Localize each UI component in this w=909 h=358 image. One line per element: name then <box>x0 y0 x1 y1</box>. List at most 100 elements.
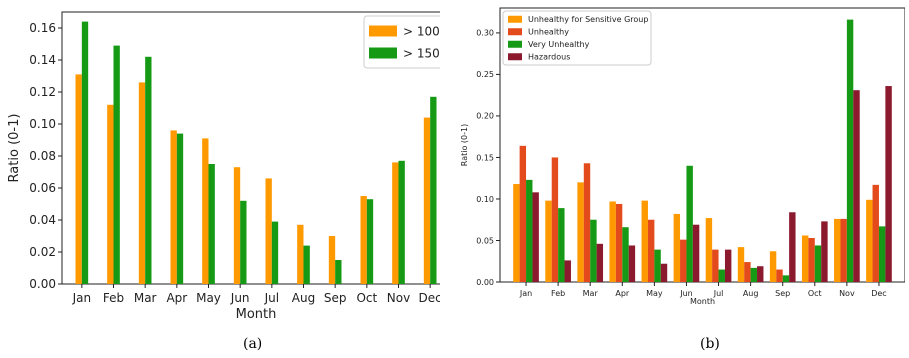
x-tick-label: Nov <box>839 289 855 298</box>
legend-swatch <box>508 53 522 61</box>
bar-aug-series-1 <box>744 262 751 282</box>
x-tick-label: Jan <box>519 289 532 298</box>
y-tick-label: 0.00 <box>29 277 56 291</box>
bar-apr-series-0 <box>609 201 616 282</box>
plot-frame <box>499 7 905 283</box>
y-axis-label: Ratio (0-1) <box>7 114 22 183</box>
bar-apr-series-3 <box>628 245 636 282</box>
chart-a: 0.00 0.02 0.04 0.06 0.08 0.10 0.12 0.14 0.16 Jan F… <box>7 11 440 322</box>
x-tick-label: Aug <box>743 289 759 298</box>
panel-label-b: (b) <box>700 336 720 352</box>
y-tick-label: 0.02 <box>29 245 56 259</box>
legend-label: > 100 <box>403 24 440 38</box>
y-tick-label: 0.05 <box>476 236 494 245</box>
legend-box <box>502 10 652 66</box>
bar-sep-series-1 <box>335 260 342 284</box>
bar-dec-series-0 <box>423 117 431 284</box>
x-tick-label: Jul <box>264 291 279 305</box>
x-tick-label: Apr <box>615 289 630 298</box>
bar-sep-series-2 <box>782 275 790 282</box>
bar-may-series-3 <box>660 263 668 282</box>
x-tick-label: May <box>196 291 221 305</box>
plot-frame <box>61 11 440 285</box>
bar-apr-series-1 <box>615 203 623 282</box>
bar-oct-series-1 <box>808 237 815 282</box>
x-tick-label: Aug <box>292 291 315 305</box>
bar-dec-series-1 <box>872 184 879 282</box>
chart-b: 0.00 0.05 0.10 0.15 0.20 0.25 0.30 Jan Feb Mar Apr… <box>460 7 905 306</box>
x-tick-label: Jan <box>72 291 92 305</box>
bar-feb-series-2 <box>558 208 565 282</box>
bar-oct-series-1 <box>366 199 374 284</box>
bar-mar-series-0 <box>138 82 146 285</box>
bar-oct-series-3 <box>821 221 828 282</box>
x-tick-label: Oct <box>808 289 822 298</box>
bar-jun-series-1 <box>240 200 247 284</box>
bar-may-series-2 <box>654 249 661 282</box>
bar-jun-series-0 <box>673 213 681 282</box>
y-tick-label: 0.08 <box>29 149 56 163</box>
legend-label: Unhealthy for Sensitive Group <box>528 15 648 24</box>
x-tick-label: Mar <box>134 291 157 305</box>
bar-dec-series-1 <box>430 96 437 284</box>
bar-jan-series-1 <box>81 21 89 284</box>
bar-oct-series-0 <box>801 235 809 282</box>
legend-swatch <box>508 28 522 36</box>
bar-nov-series-3 <box>853 90 860 282</box>
bar-aug-series-0 <box>297 224 304 284</box>
bar-sep-series-3 <box>789 212 796 282</box>
bar-jul-series-1 <box>712 249 719 282</box>
bar-sep-series-0 <box>328 236 336 284</box>
x-tick-label: Jul <box>713 289 724 298</box>
bar-jul-series-0 <box>705 218 713 282</box>
bar-jan-series-2 <box>526 179 533 282</box>
legend-swatch <box>369 25 397 37</box>
bar-apr-series-0 <box>170 130 177 284</box>
bar-oct-series-0 <box>360 196 367 284</box>
bar-nov-series-1 <box>840 218 847 282</box>
bar-jul-series-1 <box>271 221 279 284</box>
bar-may-series-1 <box>208 164 215 284</box>
bar-dec-series-0 <box>866 199 873 282</box>
panel-label-a: (a) <box>243 336 263 352</box>
bar-jan-series-3 <box>532 192 539 282</box>
bar-jun-series-3 <box>692 224 700 282</box>
bar-jan-series-0 <box>513 184 520 282</box>
bar-nov-series-2 <box>846 19 854 283</box>
x-tick-label: Dec <box>871 289 886 298</box>
x-tick-label: Jun <box>679 289 693 298</box>
x-tick-label: Mar <box>583 289 599 298</box>
y-axis-label: Ratio (0-1) <box>460 124 469 166</box>
bar-jan-series-1 <box>519 145 527 282</box>
bar-may-series-1 <box>647 219 655 282</box>
bar-apr-series-2 <box>622 227 629 282</box>
x-axis-label: Month <box>236 307 277 322</box>
y-tick-label: 0.12 <box>29 85 56 99</box>
legend-label: Unhealthy <box>528 28 569 37</box>
bar-oct-series-2 <box>814 245 822 282</box>
y-tick-label: 0.06 <box>29 181 56 195</box>
bar-sep-series-0 <box>769 251 777 282</box>
bar-dec-series-2 <box>878 226 886 282</box>
y-tick-label: 0.10 <box>476 195 494 204</box>
x-tick-label: Sep <box>775 289 790 298</box>
x-tick-label: Dec <box>419 291 440 305</box>
y-tick-label: 0.25 <box>476 70 494 79</box>
bar-jul-series-0 <box>265 178 272 284</box>
y-tick-label: 0.16 <box>29 21 56 35</box>
bar-nov-series-1 <box>398 160 405 284</box>
x-axis-label: Month <box>690 297 715 306</box>
legend-label: Very Unhealthy <box>528 40 590 49</box>
bar-jan-series-0 <box>75 74 82 285</box>
bar-feb-series-0 <box>107 104 114 284</box>
bar-nov-series-0 <box>392 162 399 284</box>
y-tick-label: 0.15 <box>476 153 494 162</box>
y-tick-label: 0.00 <box>476 278 494 287</box>
bar-apr-series-1 <box>176 133 184 284</box>
bar-jul-series-3 <box>724 249 732 282</box>
bar-mar-series-1 <box>145 56 152 284</box>
y-tick-label: 0.10 <box>29 117 56 131</box>
bar-dec-series-3 <box>885 86 892 282</box>
x-tick-label: Feb <box>103 291 124 305</box>
bar-aug-series-2 <box>750 267 758 282</box>
